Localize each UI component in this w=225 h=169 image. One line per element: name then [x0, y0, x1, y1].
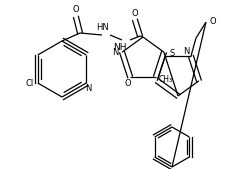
Text: N: N [111, 48, 118, 57]
Text: S: S [169, 49, 174, 58]
Text: O: O [209, 17, 215, 26]
Text: HN: HN [96, 23, 109, 32]
Text: NH: NH [113, 42, 126, 52]
Text: O: O [131, 8, 138, 18]
Text: CH₃: CH₃ [158, 75, 172, 84]
Text: O: O [72, 6, 79, 15]
Text: O: O [124, 79, 131, 88]
Text: N: N [85, 83, 91, 92]
Text: N: N [182, 47, 188, 56]
Text: Cl: Cl [25, 78, 34, 88]
